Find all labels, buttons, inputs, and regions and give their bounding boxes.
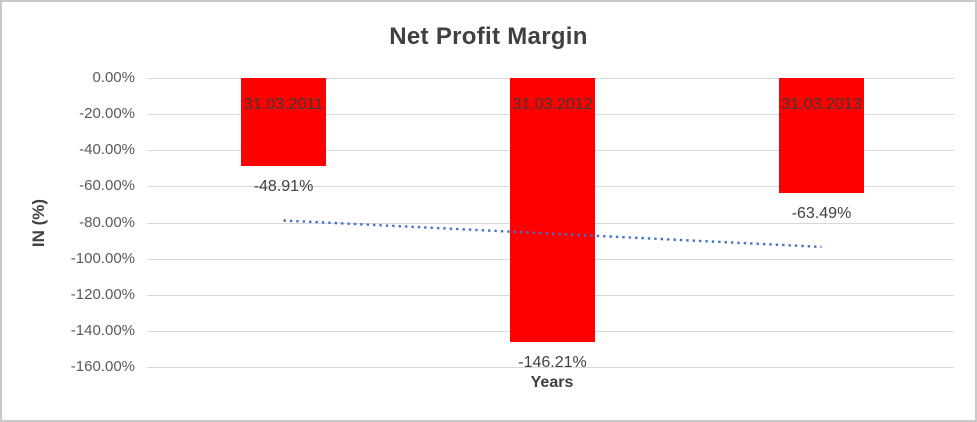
bar-31.03.2012[interactable] xyxy=(510,78,595,342)
value-label: -146.21% xyxy=(518,354,587,371)
gridline xyxy=(147,367,954,368)
x-axis-title: Years xyxy=(530,374,574,391)
y-axis-tick-label: -60.00% xyxy=(79,177,135,194)
value-label: -48.91% xyxy=(253,178,314,195)
bar-31.03.2011[interactable] xyxy=(241,78,326,166)
y-axis-tick-label: -120.00% xyxy=(70,286,135,303)
category-label: 31.03.2011 xyxy=(244,96,323,113)
y-axis-tick-label: -100.00% xyxy=(70,250,135,267)
y-axis-tick-label: -80.00% xyxy=(79,214,135,231)
y-axis-tick-label: -20.00% xyxy=(79,105,135,122)
bar-31.03.2013[interactable] xyxy=(779,78,864,193)
chart-title: Net Profit Margin xyxy=(389,23,588,50)
y-axis-tick-label: -40.00% xyxy=(79,141,135,158)
category-label: 31.03.2013 xyxy=(781,96,862,113)
y-axis-tick-label: -160.00% xyxy=(70,358,135,375)
category-label: 31.03.2012 xyxy=(512,96,593,113)
y-axis-tick-label: -140.00% xyxy=(70,322,135,339)
y-axis-tick-label: 0.00% xyxy=(92,69,135,86)
value-label: -63.49% xyxy=(791,205,852,222)
